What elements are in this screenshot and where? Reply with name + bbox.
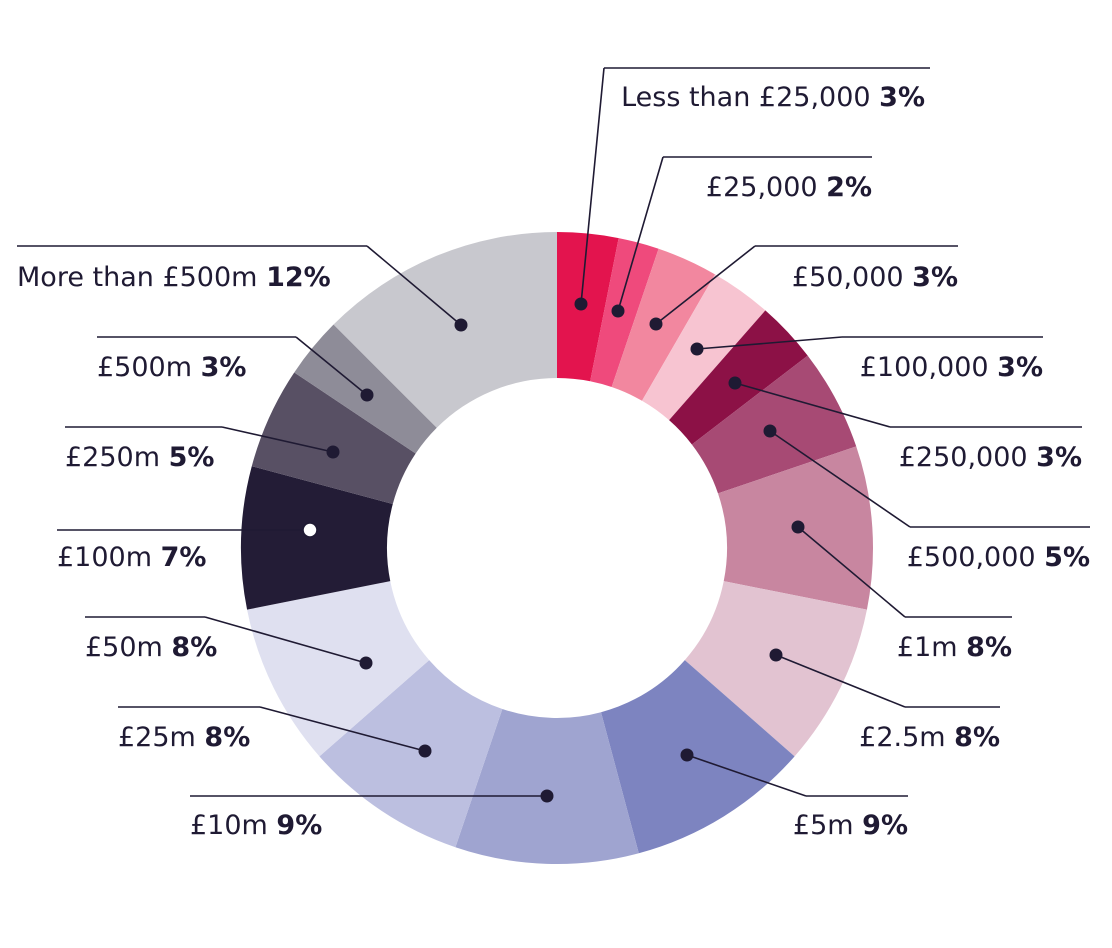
slice-label-text: £500m bbox=[97, 352, 201, 383]
slice-label-text: £5m bbox=[793, 810, 862, 841]
leader-line-500-000 bbox=[769, 430, 911, 528]
slice-5m bbox=[600, 660, 795, 854]
slice-label-100-000: £100,000 3% bbox=[860, 352, 1043, 383]
marker-dot-2-5m bbox=[769, 648, 783, 662]
slice-percent-label: 8% bbox=[171, 632, 217, 663]
slice-percent-label: 7% bbox=[161, 542, 207, 573]
leader-line-100-000 bbox=[696, 336, 843, 350]
slice-label-50m: £50m 8% bbox=[85, 632, 217, 663]
slice-more-than-500m bbox=[333, 232, 557, 428]
slice-percent-label: 3% bbox=[201, 352, 247, 383]
slice-label-text: £50m bbox=[85, 632, 171, 663]
slice-label-text: £100,000 bbox=[860, 352, 997, 383]
slice-label-500m: £500m 3% bbox=[97, 352, 246, 383]
slice-label-2-5m: £2.5m 8% bbox=[859, 722, 1000, 753]
marker-dot-5m bbox=[680, 748, 694, 762]
slice-label-text: £250m bbox=[65, 442, 169, 473]
slice-label-25-000: £25,000 2% bbox=[706, 172, 872, 203]
slice-label-text: £10m bbox=[190, 810, 276, 841]
slice-250m bbox=[251, 372, 416, 505]
slice-500-000 bbox=[691, 355, 857, 494]
leader-line-250-000 bbox=[734, 382, 891, 428]
slice-label-text: £2.5m bbox=[859, 722, 954, 753]
leader-line-more-than-500m bbox=[366, 245, 462, 326]
leader-line-50-000 bbox=[655, 245, 756, 325]
leader-line-50m bbox=[204, 616, 367, 664]
slice-label-1m: £1m 8% bbox=[897, 632, 1012, 663]
slice-10m bbox=[455, 708, 639, 864]
slice-label-less-than-25-000: Less than £25,000 3% bbox=[621, 82, 925, 113]
slice-percent-label: 5% bbox=[169, 442, 215, 473]
marker-dot-100-000 bbox=[690, 342, 704, 356]
slice-25-000 bbox=[590, 238, 659, 388]
marker-dot-500m bbox=[360, 388, 374, 402]
slice-50-000 bbox=[611, 248, 715, 401]
slice-percent-label: 9% bbox=[276, 810, 322, 841]
slice-label-more-than-500m: More than £500m 12% bbox=[17, 262, 331, 293]
slice-percent-label: 3% bbox=[912, 262, 958, 293]
leader-line-25m bbox=[259, 706, 426, 752]
slice-label-500-000: £500,000 5% bbox=[907, 542, 1090, 573]
slice-50m bbox=[247, 581, 430, 757]
leader-line-1m bbox=[797, 526, 906, 618]
marker-dot-250m bbox=[326, 445, 340, 459]
slice-label-text: £250,000 bbox=[899, 442, 1036, 473]
slice-percent-label: 8% bbox=[204, 722, 250, 753]
slice-label-5m: £5m 9% bbox=[793, 810, 908, 841]
leader-lines bbox=[17, 67, 1090, 803]
slice-label-text: £25,000 bbox=[706, 172, 826, 203]
leader-line-less-than-25-000 bbox=[580, 67, 605, 305]
marker-dot-50m bbox=[359, 656, 373, 670]
slice-label-text: £25m bbox=[118, 722, 204, 753]
slice-label-text: Less than £25,000 bbox=[621, 82, 879, 113]
marker-dot-500-000 bbox=[763, 424, 777, 438]
slice-25m bbox=[319, 660, 503, 848]
slice-100m bbox=[241, 466, 393, 610]
donut-slices bbox=[241, 232, 874, 864]
slice-percent-label: 9% bbox=[862, 810, 908, 841]
slice-label-250-000: £250,000 3% bbox=[899, 442, 1082, 473]
slice-percent-label: 5% bbox=[1044, 542, 1090, 573]
slice-label-text: £500,000 bbox=[907, 542, 1044, 573]
slice-percent-label: 3% bbox=[879, 82, 925, 113]
slice-percent-label: 2% bbox=[826, 172, 872, 203]
leader-line-2-5m bbox=[775, 654, 906, 708]
marker-dot-1m bbox=[791, 520, 805, 534]
slice-percent-label: 12% bbox=[266, 262, 331, 293]
marker-dot-10m bbox=[540, 789, 554, 803]
marker-dot-50-000 bbox=[649, 317, 663, 331]
slice-100-000 bbox=[642, 274, 766, 421]
slice-label-text: £100m bbox=[57, 542, 161, 573]
marker-dot-100m bbox=[302, 522, 318, 538]
leader-line-500m bbox=[295, 336, 368, 396]
slice-percent-label: 3% bbox=[997, 352, 1043, 383]
leader-line-250m bbox=[221, 426, 334, 453]
slice-label-25m: £25m 8% bbox=[118, 722, 250, 753]
marker-dot-25m bbox=[418, 744, 432, 758]
slice-label-text: £50,000 bbox=[792, 262, 912, 293]
leader-line-25-000 bbox=[617, 156, 664, 312]
slice-labels: Less than £25,000 3% £25,000 2% £50,000 3%… bbox=[17, 82, 1090, 841]
slice-label-text: More than £500m bbox=[17, 262, 266, 293]
marker-dot-less-than-25-000 bbox=[574, 297, 588, 311]
slice-percent-label: 8% bbox=[966, 632, 1012, 663]
slice-percent-label: 8% bbox=[954, 722, 1000, 753]
slice-label-100m: £100m 7% bbox=[57, 542, 206, 573]
leader-line-5m bbox=[686, 754, 807, 797]
slice-label-250m: £250m 5% bbox=[65, 442, 214, 473]
slice-label-text: £1m bbox=[897, 632, 966, 663]
marker-dot-more-than-500m bbox=[454, 318, 468, 332]
slice-label-10m: £10m 9% bbox=[190, 810, 322, 841]
slice-2-5m bbox=[684, 581, 867, 757]
slice-less-than-25-000 bbox=[557, 232, 619, 382]
slice-percent-label: 3% bbox=[1036, 442, 1082, 473]
marker-dot-25-000 bbox=[611, 304, 625, 318]
slice-label-50-000: £50,000 3% bbox=[792, 262, 958, 293]
marker-dot-250-000 bbox=[728, 376, 742, 390]
